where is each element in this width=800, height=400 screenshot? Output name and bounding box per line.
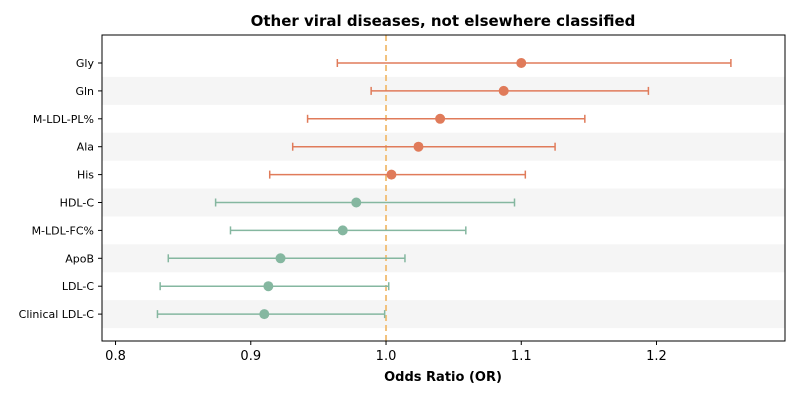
or-point (386, 169, 397, 180)
x-axis-label: Odds Ratio (OR) (384, 370, 502, 385)
x-tick-label: 0.8 (105, 349, 126, 364)
x-tick-label: 0.9 (240, 349, 261, 364)
y-axis: Gly Gln M-LDL-PL% Ala His HDL-C M-LDL-FC% ApoB L… (19, 57, 102, 321)
y-tick-label: LDL-C (62, 280, 95, 293)
y-tick-label: His (77, 169, 94, 182)
x-tick-label: 1.0 (376, 349, 397, 364)
or-point (351, 197, 362, 208)
y-tick-label: M-LDL-PL% (33, 113, 94, 126)
y-tick-label: Ala (77, 141, 94, 154)
plot-frame (101, 34, 786, 342)
x-axis: 0.8 0.9 1.0 1.1 1.2 (105, 341, 667, 364)
x-tick-label: 1.1 (511, 349, 532, 364)
or-point (498, 85, 509, 96)
or-point (435, 113, 446, 124)
or-point (516, 58, 527, 68)
or-point (413, 141, 424, 152)
y-tick-label: ApoB (65, 252, 94, 265)
y-tick-label: HDL-C (60, 197, 95, 210)
y-tick-label: Gln (75, 85, 94, 98)
or-point (263, 281, 274, 292)
y-tick-label: Gly (76, 57, 95, 70)
or-point (259, 309, 270, 320)
y-tick-label: Clinical LDL-C (19, 308, 95, 321)
data-marks (156, 58, 732, 320)
or-point (337, 225, 348, 236)
y-tick-label: M-LDL-FC% (32, 224, 94, 237)
chart-title: Other viral diseases, not elsewhere clas… (251, 12, 636, 30)
or-point (275, 253, 286, 264)
x-tick-label: 1.2 (646, 349, 667, 364)
